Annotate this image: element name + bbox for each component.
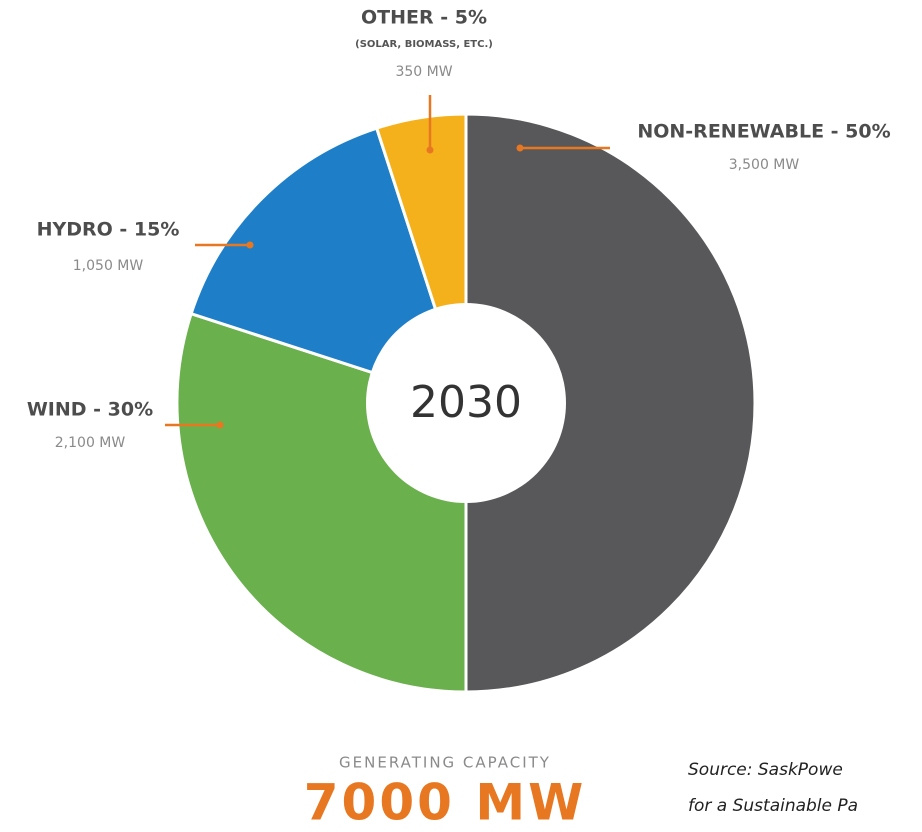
leader-dot [426, 146, 434, 154]
source-line: for a Sustainable Pa [688, 796, 858, 816]
leader-dot [246, 241, 254, 249]
capacity-label: 2,100 MW [55, 435, 126, 451]
segment-label: NON-RENEWABLE - 50% [637, 121, 890, 143]
source-line: Source: SaskPowe [688, 760, 843, 780]
donut-hole [366, 303, 566, 503]
capacity-label: 350 MW [395, 64, 452, 80]
center-label: 2030 [410, 377, 522, 428]
segment-label: HYDRO - 15% [37, 219, 180, 241]
leader-dot [516, 144, 524, 152]
segment-label: WIND - 30% [27, 399, 153, 421]
segment-sublabel: (SOLAR, BIOMASS, ETC.) [355, 39, 493, 50]
footer-total: 7000 MW [304, 774, 586, 832]
capacity-label: 1,050 MW [73, 258, 144, 274]
leader-dot [216, 421, 224, 429]
donut-segment [464, 112, 757, 694]
capacity-label: 3,500 MW [729, 157, 800, 173]
segment-label: OTHER - 5% [361, 7, 487, 29]
footer-caption: GENERATING CAPACITY [339, 754, 551, 772]
